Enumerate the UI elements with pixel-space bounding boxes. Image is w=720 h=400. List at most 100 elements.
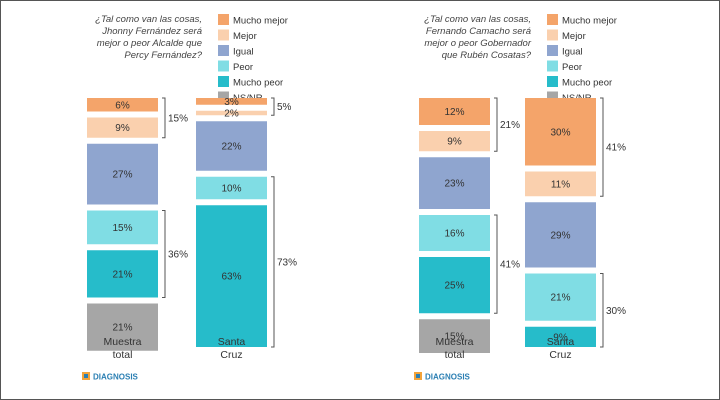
bracket	[494, 214, 498, 314]
legend-label-mejor: Mejor	[562, 31, 586, 42]
legend-swatch-mucho-peor	[218, 76, 229, 87]
bracket-label: 41%	[500, 260, 520, 271]
legend-swatch-mucho-mejor	[547, 14, 558, 25]
data-label: 9%	[447, 137, 462, 148]
data-label: 30%	[550, 127, 570, 138]
question-line: Fernando Camacho será	[426, 26, 531, 37]
data-label: 12%	[444, 107, 464, 118]
category-label: Santa	[218, 336, 246, 348]
category-label: Cruz	[220, 349, 242, 361]
legend-label-igual: Igual	[233, 47, 254, 58]
data-label: 29%	[550, 230, 570, 241]
legend-swatch-peor	[218, 60, 229, 72]
bar-segment-mucho-peor	[196, 205, 267, 347]
logo-icon-inner	[416, 374, 420, 378]
bracket-label: 15%	[168, 113, 188, 124]
data-label: 27%	[112, 170, 132, 181]
bracket	[271, 97, 275, 116]
data-label: 25%	[444, 281, 464, 292]
bracket-label: 21%	[500, 120, 520, 131]
bar-segment-peor	[196, 176, 267, 200]
data-label: 16%	[444, 229, 464, 240]
bar-segment-mucho-peor	[87, 250, 158, 298]
data-label: 11%	[551, 179, 570, 190]
bracket-label: 36%	[168, 250, 188, 261]
legend-swatch-igual	[218, 45, 229, 56]
question-line: Percy Fernández?	[124, 50, 202, 61]
data-label: 22%	[221, 142, 241, 153]
category-label: total	[113, 349, 133, 361]
legend-label-peor: Peor	[233, 62, 253, 73]
bar-segment-peor	[525, 273, 596, 321]
legend-label-mucho-mejor: Mucho mejor	[233, 16, 288, 27]
bracket	[162, 210, 166, 298]
bar-segment-mucho-mejor	[525, 98, 596, 166]
legend-swatch-mucho-mejor	[218, 14, 229, 25]
data-label: 10%	[221, 184, 241, 195]
question-line: ¿Tal como van las cosas,	[424, 14, 531, 25]
data-label: 15%	[112, 223, 132, 234]
data-label: 63%	[221, 272, 241, 283]
bar-segment-ns-nr	[419, 319, 490, 353]
category-label: Muestra	[104, 336, 142, 348]
data-label: 21%	[550, 293, 570, 304]
legend-swatch-igual	[547, 45, 558, 56]
bracket	[271, 176, 275, 348]
legend-swatch-mejor	[547, 29, 558, 41]
question-line: mejor o peor Alcalde que	[97, 38, 202, 49]
bar-segment-mucho-mejor	[419, 98, 490, 125]
legend-label-mucho-mejor: Mucho mejor	[562, 16, 617, 27]
bar-segment-peor	[419, 215, 490, 251]
legend-swatch-mucho-peor	[547, 76, 558, 87]
bar-segment-mucho-peor	[525, 326, 596, 347]
data-label: 6%	[115, 100, 130, 111]
category-label: Santa	[547, 336, 575, 348]
category-label: Muestra	[436, 336, 474, 348]
data-label: 21%	[112, 269, 132, 280]
bar-segment-mejor	[419, 131, 490, 152]
bar-segment-mucho-mejor	[87, 98, 158, 112]
data-label: 2%	[224, 109, 239, 120]
legend-swatch-mejor	[218, 29, 229, 41]
bar-segment-igual	[525, 202, 596, 268]
data-label: 9%	[115, 123, 130, 134]
question-line: que Rubén Cosatas?	[442, 50, 532, 61]
bracket-label: 41%	[606, 143, 626, 154]
logo-text: DIAGNOSIS	[425, 373, 471, 382]
legend-swatch-ns-nr	[218, 91, 229, 103]
legend-label-mucho-peor: Mucho peor	[562, 78, 612, 89]
bracket-label: 30%	[606, 306, 626, 317]
question-line: Jhonny Fernández será	[101, 26, 202, 37]
bar-segment-mucho-mejor	[196, 98, 267, 105]
category-label: total	[445, 349, 465, 361]
bar-segment-mejor	[196, 110, 267, 116]
legend-label-peor: Peor	[562, 62, 582, 73]
bracket	[494, 97, 498, 152]
bar-segment-igual	[196, 121, 267, 171]
bar-segment-mejor	[87, 117, 158, 138]
bar-segment-mucho-peor	[419, 257, 490, 314]
data-label: 3%	[224, 97, 239, 108]
logo-icon-inner	[84, 374, 88, 378]
legend-label-mucho-peor: Mucho peor	[233, 78, 283, 89]
bracket-label: 73%	[277, 257, 297, 268]
bracket	[600, 273, 604, 348]
bracket	[162, 97, 166, 139]
bar-segment-mejor	[525, 171, 596, 197]
question-line: ¿Tal como van las cosas,	[95, 14, 202, 25]
legend-label-mejor: Mejor	[233, 31, 257, 42]
bracket	[600, 97, 604, 197]
bar-segment-igual	[87, 143, 158, 205]
category-label: Cruz	[549, 349, 571, 361]
data-label: 9%	[553, 332, 568, 343]
legend-swatch-peor	[547, 60, 558, 72]
bracket-label: 5%	[277, 102, 292, 113]
bar-segment-ns-nr	[87, 303, 158, 351]
question-line: mejor o peor Gobernador	[424, 38, 532, 49]
data-label: 15%	[444, 332, 464, 343]
legend-swatch-ns-nr	[547, 91, 558, 103]
data-label: 21%	[112, 323, 132, 334]
data-label: 23%	[444, 179, 464, 190]
bar-segment-igual	[419, 157, 490, 209]
